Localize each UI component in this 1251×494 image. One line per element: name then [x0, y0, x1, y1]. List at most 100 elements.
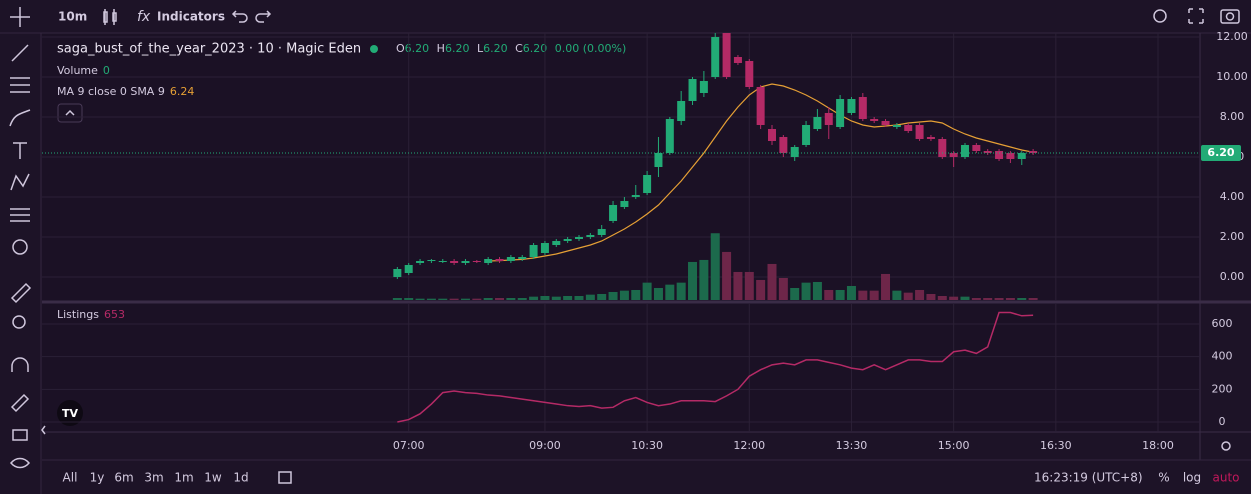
crosshair-icon[interactable] [10, 7, 30, 27]
interval[interactable]: 10m [58, 10, 87, 24]
candle-body [972, 145, 981, 151]
volume-bar [1028, 297, 1038, 300]
logo[interactable] [57, 400, 83, 426]
x-tick-label: 16:30 [1040, 439, 1072, 452]
log-toggle[interactable]: log [1183, 471, 1201, 485]
range-button[interactable]: 1m [174, 471, 193, 485]
redo[interactable] [255, 10, 272, 23]
chart-area [42, 33, 1200, 432]
candle-body [847, 99, 856, 113]
prediction-tool[interactable] [10, 208, 30, 222]
candle-body [745, 61, 754, 87]
fib-tool[interactable] [10, 77, 30, 93]
candle-body [620, 201, 629, 207]
volume-bar [438, 298, 448, 300]
volume-bar [722, 251, 732, 300]
volume-bar [892, 290, 902, 300]
listings-value: 653 [104, 308, 125, 321]
range-button[interactable]: 1w [204, 471, 222, 485]
axis-settings[interactable] [1221, 441, 1231, 451]
lock-tool[interactable] [12, 429, 28, 441]
candle-body [540, 243, 549, 253]
volume-bar [801, 282, 811, 300]
volume-bar [778, 277, 788, 300]
visibility-tool[interactable] [10, 457, 30, 469]
volume-bar [699, 259, 709, 300]
ma-label: MA 9 close 0 SMA 9 6.24 [57, 85, 194, 98]
y-tick-label: 400 [1212, 350, 1233, 363]
indicators[interactable]: Indicators [157, 10, 225, 24]
y-tick-label: 200 [1212, 382, 1233, 395]
ruler-tool[interactable] [10, 282, 32, 304]
candle-body [393, 269, 402, 277]
percent[interactable]: % [1158, 471, 1169, 485]
volume-bar [903, 292, 913, 300]
ohlc-value: 6.20 [445, 42, 470, 55]
range-button[interactable]: 1y [90, 471, 105, 485]
candle-body [654, 153, 663, 167]
pattern-tool[interactable] [10, 173, 30, 191]
x-tick-label: 12:00 [733, 439, 765, 452]
y-tick-label: 0 [1219, 415, 1226, 428]
auto-toggle[interactable]: auto [1212, 471, 1239, 485]
range-button[interactable]: 1d [233, 471, 248, 485]
brush-tool[interactable] [9, 109, 31, 127]
candle-body [518, 257, 527, 259]
candle-body [597, 229, 606, 235]
candle-body [881, 121, 890, 125]
fullscreen[interactable] [1188, 8, 1204, 24]
volume-bar [1005, 297, 1015, 300]
collapse-button[interactable] [57, 103, 83, 123]
listings-pane: 0 200 400 600 [42, 311, 1233, 428]
trend-line-tool[interactable] [11, 44, 29, 62]
candle-body [484, 259, 493, 263]
fx-icon[interactable]: fx [137, 9, 151, 25]
range-button[interactable]: All [63, 471, 78, 485]
ohlc-key: C [515, 42, 523, 55]
ohlc-key: O [396, 42, 405, 55]
legend: saga_bust_of_the_year_2023 · 10 · Magic … [41, 42, 626, 435]
candle-body [450, 261, 459, 263]
y-tick-label: 12.00 [1216, 30, 1248, 43]
candle-body [790, 147, 799, 157]
screenshot-lens [1225, 12, 1235, 21]
candle-body [733, 57, 742, 63]
undo[interactable] [231, 10, 248, 23]
volume-bar [926, 293, 936, 300]
clock: 16:23:19 (UTC+8) [1034, 471, 1143, 485]
candle-body [461, 261, 470, 263]
candle-body [427, 260, 436, 261]
top-bar: 10m fx Indicators [10, 7, 1240, 27]
zoom-tool[interactable] [12, 315, 26, 329]
range-button[interactable]: 6m [114, 471, 133, 485]
lock-drawing-tool[interactable] [10, 393, 30, 413]
magnet-tool[interactable] [11, 357, 29, 372]
logo-text: TV [62, 407, 79, 420]
toolbar-collapse[interactable] [41, 425, 46, 435]
candle-body [995, 151, 1004, 159]
chart-type-icon[interactable] [103, 9, 117, 25]
settings[interactable] [1153, 9, 1167, 23]
range-button[interactable]: 3m [144, 471, 163, 485]
candle-body [416, 261, 425, 263]
date-range-icon[interactable] [278, 471, 292, 484]
ma-value: 6.24 [170, 85, 195, 98]
candle-body [506, 257, 515, 261]
volume-bar [994, 297, 1004, 300]
volume-bar [597, 293, 607, 300]
ohlc: O6.20 H6.20 L6.20 C6.20 0.00 (0.00%) [396, 42, 626, 55]
volume-bar [949, 296, 959, 300]
screenshot[interactable] [1220, 9, 1240, 24]
volume-bar [1017, 297, 1027, 300]
status-dot [370, 45, 378, 53]
y-tick-label: 600 [1212, 317, 1233, 330]
volume-bar [426, 298, 436, 300]
candle-body [609, 205, 618, 221]
icons-tool[interactable] [12, 239, 28, 255]
candle-body [404, 265, 413, 273]
volume-bar [506, 297, 516, 300]
volume-bar [858, 290, 868, 300]
candle-body [472, 261, 481, 262]
x-tick-label: 10:30 [631, 439, 663, 452]
text-tool[interactable] [13, 142, 27, 159]
